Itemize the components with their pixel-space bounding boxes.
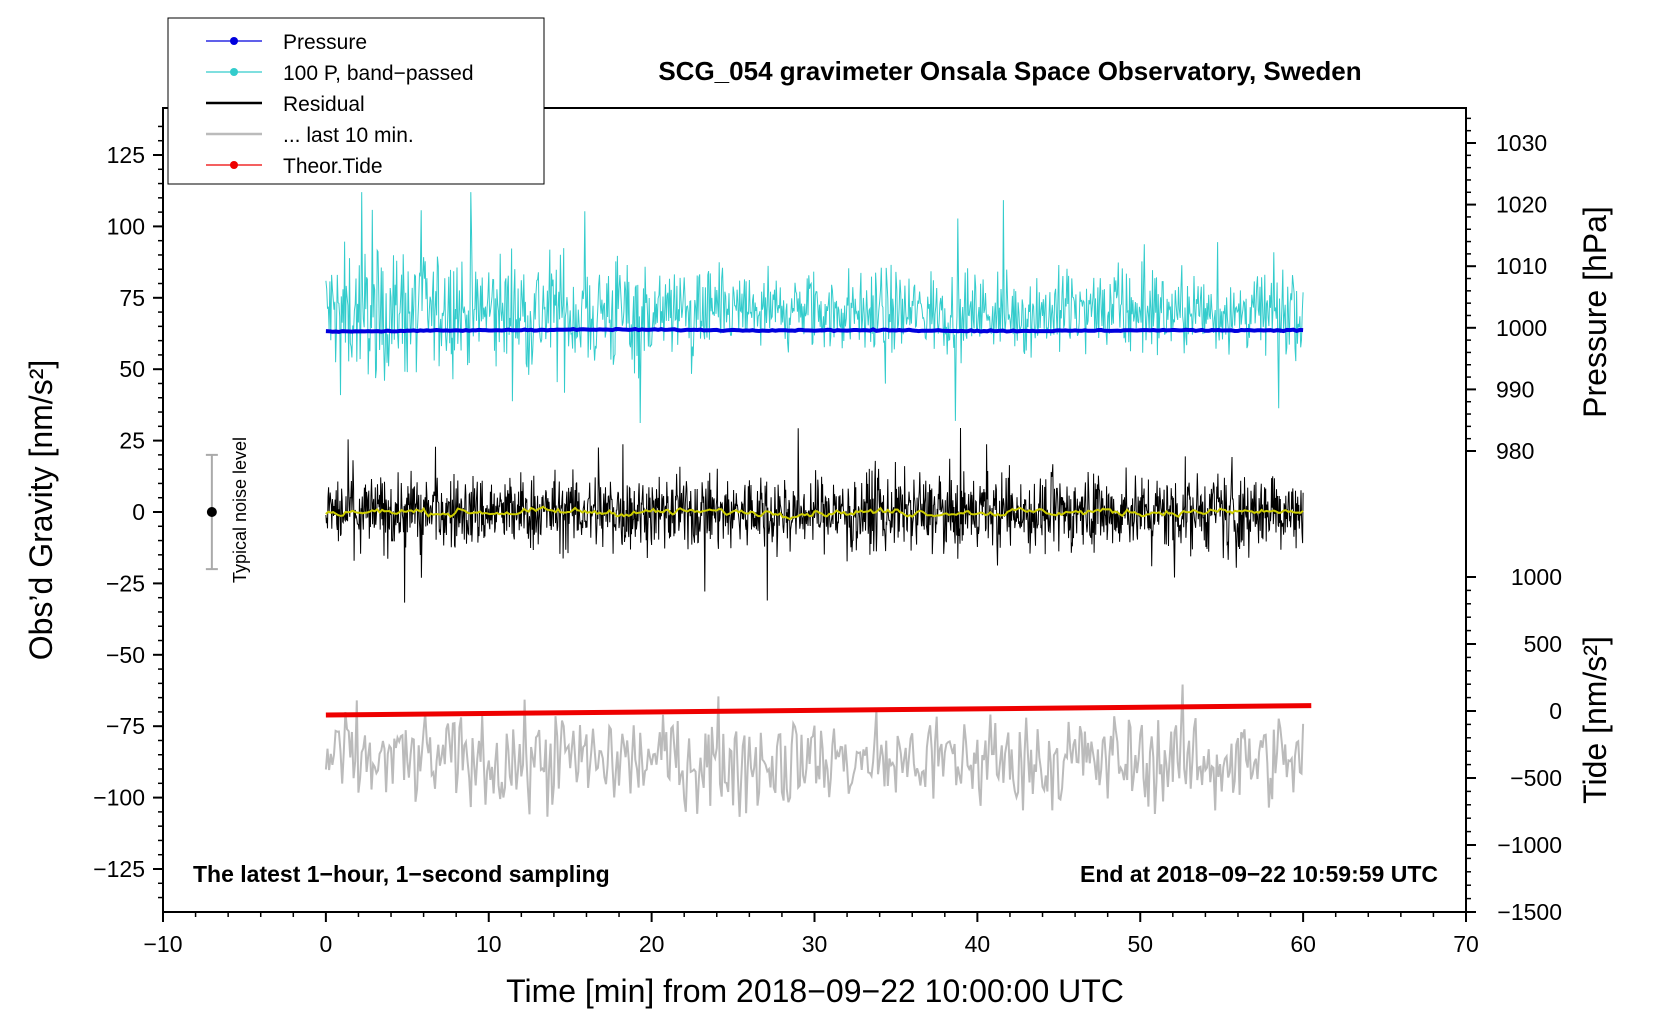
pressure-tick-label: 1010 (1496, 253, 1547, 279)
tide-axis-title: Tide [nm/s²] (1577, 636, 1613, 804)
noise-level-label: Typical noise level (230, 437, 250, 583)
pressure-tick-label: 990 (1496, 376, 1534, 402)
pressure-tick-label: 1030 (1496, 130, 1547, 156)
legend: Pressure 100 P, band−passed Residual ... la… (167, 17, 545, 185)
noise-level-bar (205, 453, 218, 571)
noise-bar-center-dot (206, 507, 217, 517)
y-tick-label: 25 (119, 428, 145, 454)
legend-marker (230, 37, 238, 45)
x-tick-label: 50 (1127, 931, 1153, 957)
smoothed-residual-line (325, 505, 1304, 521)
pressure-tick-label: 1020 (1496, 192, 1547, 218)
x-tick-label: 40 (965, 931, 991, 957)
x-tick-label: 20 (639, 931, 665, 957)
pressure-line (325, 326, 1304, 334)
residual-line (325, 427, 1304, 603)
legend-box (167, 17, 545, 185)
theoretical-tide-line (325, 703, 1312, 718)
tide-tick-label: 0 (1549, 698, 1562, 724)
legend-marker (230, 161, 238, 169)
y-tick-label: −50 (106, 642, 145, 668)
tide-tick-label: −1000 (1497, 832, 1562, 858)
pressure-tick-label: 1000 (1496, 315, 1547, 341)
y-tick-label: 0 (132, 499, 145, 525)
legend-label: Theor.Tide (283, 155, 383, 178)
tide-tick-label: 1000 (1511, 564, 1562, 590)
x-tick-label: 60 (1290, 931, 1316, 957)
chart-title: SCG_054 gravimeter Onsala Space Observat… (658, 56, 1361, 86)
series-layer (324, 192, 1312, 817)
tide-tick-label: −500 (1510, 765, 1562, 791)
y-tick-label: −125 (93, 856, 145, 882)
y-tick-label: −25 (106, 570, 145, 596)
y-tick-label: −75 (106, 713, 145, 739)
y-tick-label: 75 (119, 285, 145, 311)
legend-label: ... last 10 min. (283, 124, 414, 147)
y-axis-title: Obs’d Gravity [nm/s²] (23, 360, 59, 661)
x-axis-title: Time [min] from 2018−09−22 10:00:00 UTC (506, 973, 1124, 1009)
x-tick-label: 70 (1453, 931, 1479, 957)
x-tick-label: −10 (143, 931, 182, 957)
x-tick-label: 10 (476, 931, 502, 957)
legend-label: Residual (283, 93, 365, 116)
y-tick-label: 100 (107, 213, 145, 239)
last-10-min-line (324, 684, 1305, 817)
tide-tick-label: 500 (1524, 631, 1562, 657)
y-tick-label: 50 (119, 356, 145, 382)
legend-marker (230, 68, 238, 76)
y-axis-left: 125 100 75 50 25 0 −25 −50 −75 −100 −125 (93, 125, 163, 899)
pressure-tick-label: 980 (1496, 438, 1534, 464)
end-time-note: End at 2018−09−22 10:59:59 UTC (1080, 861, 1438, 887)
y-tick-label: 125 (107, 142, 145, 168)
y-axis-tide: 1000 500 0 −500 −1000 −1500 (1466, 564, 1562, 925)
legend-label: Pressure (283, 31, 367, 54)
legend-label: 100 P, band−passed (283, 62, 474, 85)
x-tick-label: 0 (319, 931, 332, 957)
tide-tick-label: −1500 (1497, 899, 1562, 925)
x-tick-label: 30 (802, 931, 828, 957)
bandpassed-pressure-line (325, 192, 1304, 424)
sampling-note: The latest 1−hour, 1−second sampling (193, 861, 610, 887)
y-tick-label: −100 (93, 785, 145, 811)
x-axis: −10 0 10 20 30 40 50 60 70 (143, 912, 1479, 957)
pressure-axis-title: Pressure [hPa] (1577, 206, 1613, 418)
y-axis-pressure: 1030 1020 1010 1000 990 980 (1466, 117, 1547, 464)
